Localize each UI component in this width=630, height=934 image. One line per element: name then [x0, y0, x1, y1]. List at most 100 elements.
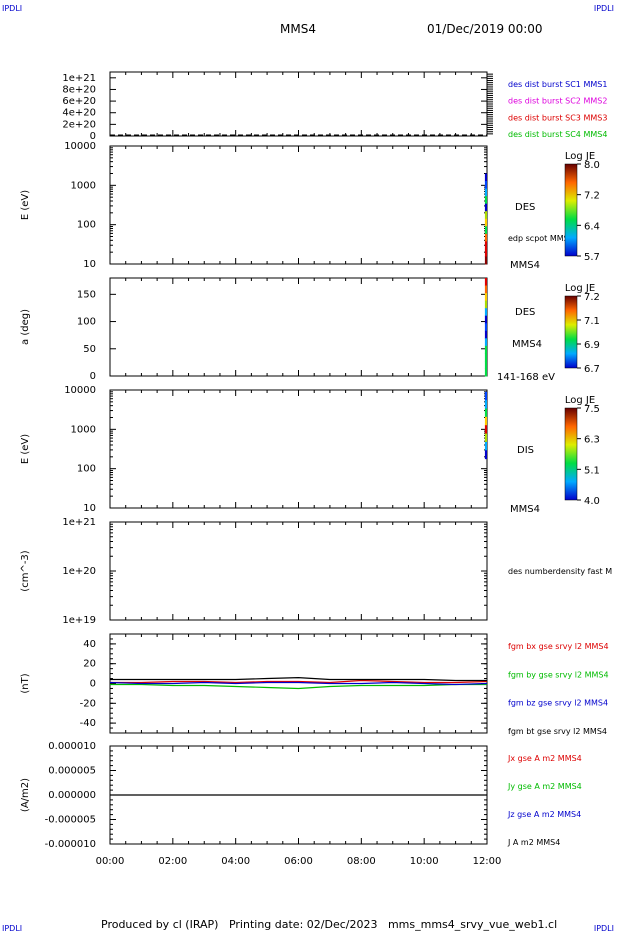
y-tick-label: 20	[83, 659, 96, 670]
x-tick-label: 10:00	[410, 856, 439, 867]
y-tick-label: 10000	[64, 141, 96, 152]
side-label: edp scpot MMS4	[508, 234, 574, 243]
footer-credit: Produced by cl (IRAP) Printing date: 02/…	[101, 918, 558, 931]
y-axis-label: (cm^-3)	[20, 550, 31, 591]
y-tick-label: 10	[83, 259, 96, 270]
legend-entry: fgm bz gse srvy l2 MMS4	[508, 699, 608, 708]
heatmap-cell	[484, 211, 487, 220]
heatmap-cell	[484, 330, 487, 339]
heatmap-cell	[484, 256, 487, 265]
heatmap-cell	[484, 353, 487, 362]
legend-entry: Jx gse A m2 MMS4	[507, 754, 582, 763]
side-label: DIS	[517, 445, 534, 456]
datetime-title: 01/Dec/2019 00:00	[427, 22, 543, 36]
y-tick-label: 100	[77, 464, 96, 475]
y-tick-label: 6e+20	[62, 96, 96, 107]
heatmap-cell	[484, 188, 487, 197]
heatmap-cell	[484, 338, 487, 347]
heatmap-cell	[484, 345, 487, 354]
corner-label-bottom-right: IPDLI	[593, 924, 614, 933]
legend-entry: des dist burst SC1 MMS1	[508, 80, 607, 89]
colorbar-tick-label: 5.7	[584, 252, 600, 263]
series-line	[110, 683, 487, 690]
y-tick-label: 0	[90, 679, 96, 690]
heatmap-cell	[484, 400, 487, 410]
heatmap-cell	[484, 315, 487, 324]
heatmap-cell	[484, 173, 487, 182]
legend-entry: Jy gse A m2 MMS4	[507, 782, 582, 791]
y-axis-label: E (eV)	[20, 190, 31, 220]
heatmap-cell	[484, 360, 487, 369]
heatmap-cell	[484, 323, 487, 332]
x-tick-label: 06:00	[284, 856, 313, 867]
x-tick-label: 02:00	[158, 856, 187, 867]
heatmap-cell	[484, 285, 487, 294]
spacecraft-title: MMS4	[280, 22, 316, 36]
legend-entry: des dist burst SC4 MMS4	[508, 130, 607, 139]
colorbar-tick-label: 5.1	[584, 465, 600, 476]
y-axis-label: E (eV)	[20, 434, 31, 464]
heatmap-cell	[484, 391, 487, 401]
heatmap-cell	[484, 218, 487, 227]
x-tick-label: 08:00	[347, 856, 376, 867]
legend-entry: fgm bt gse srvy l2 MMS4	[508, 727, 607, 736]
x-tick-label: 12:00	[473, 856, 502, 867]
legend-entry: fgm bx gse srvy l2 MMS4	[508, 642, 609, 651]
side-label: MMS4	[512, 339, 542, 350]
colorbar-tick-label: 6.4	[584, 221, 600, 232]
legend-entry: fgm by gse srvy l2 MMS4	[508, 670, 609, 679]
y-tick-label: 1000	[71, 424, 96, 435]
side-label: MMS4	[510, 260, 540, 271]
heatmap-cell	[484, 408, 487, 418]
heatmap-cell	[484, 203, 487, 212]
heatmap-cell	[484, 196, 487, 205]
heatmap-cell	[484, 293, 487, 302]
y-tick-label: -20	[80, 698, 96, 709]
side-label: DES	[515, 202, 535, 213]
side-label: DES	[515, 307, 535, 318]
series-line	[110, 679, 488, 684]
y-axis-label: (nT)	[20, 673, 31, 693]
colorbar-tick-label: 7.2	[584, 191, 600, 202]
y-tick-label: 1e+19	[62, 615, 96, 626]
colorbar-tick-label: 7.5	[584, 404, 600, 415]
colorbar-label: Log JE	[565, 395, 595, 406]
y-tick-label: -0.000005	[45, 815, 96, 826]
colorbar-label: Log JE	[565, 151, 595, 162]
colorbar-tick-label: 7.2	[584, 292, 600, 303]
heatmap-cell	[484, 450, 487, 460]
heatmap-cell	[484, 368, 487, 377]
panel-frame	[109, 389, 488, 509]
y-tick-label: 1e+21	[62, 517, 96, 528]
colorbar-tick-label: 4.0	[584, 496, 600, 507]
y-tick-label: 10	[83, 503, 96, 514]
heatmap-cell	[484, 278, 487, 287]
heatmap-cell	[484, 226, 487, 235]
panel-frame	[109, 277, 488, 377]
legend-entry: des dist burst SC3 MMS3	[508, 113, 607, 122]
y-axis-label: a (deg)	[20, 309, 31, 345]
y-tick-label: 10000	[64, 385, 96, 396]
legend-entry: Jz gse A m2 MMS4	[507, 810, 581, 819]
legend-entry: des numberdensity fast M	[508, 567, 612, 576]
legend-entry: J A m2 MMS4	[507, 838, 560, 847]
y-tick-label: 0	[90, 371, 96, 382]
y-tick-label: 40	[83, 639, 96, 650]
panel-frame	[109, 71, 488, 137]
heatmap-cell	[484, 300, 487, 309]
y-tick-label: 100	[77, 220, 96, 231]
colorbar	[564, 407, 578, 501]
colorbar-tick-label: 8.0	[584, 160, 600, 171]
y-tick-label: 1000	[71, 180, 96, 191]
heatmap-cell	[484, 248, 487, 257]
colorbar-tick-label: 6.3	[584, 435, 600, 446]
heatmap-cell	[484, 433, 487, 443]
heatmap-cell	[484, 181, 487, 190]
heatmap-cell	[484, 441, 487, 451]
colorbar-tick-label: 6.9	[584, 340, 600, 351]
panel-frame	[109, 521, 488, 621]
series-line	[110, 676, 487, 682]
y-tick-label: 0.000010	[48, 741, 96, 752]
y-axis-label: (A/m2)	[20, 778, 31, 812]
